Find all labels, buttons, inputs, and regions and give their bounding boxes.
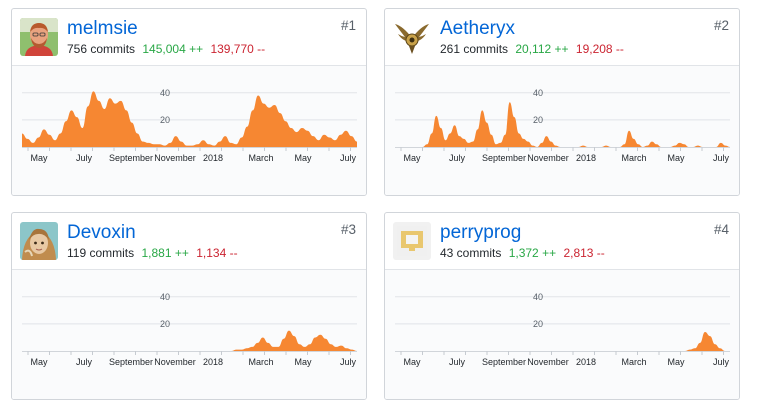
x-tick-label: March <box>248 153 273 163</box>
x-tick-label: 2018 <box>576 357 596 367</box>
y-tick-label: 40 <box>533 292 543 302</box>
commits-area-series <box>22 330 357 351</box>
contribution-chart: 20 40 May July September November 2018 March May… <box>12 269 366 399</box>
contributor-card: Aetheryx 261 commits 20,112 ++ 19,208 --… <box>384 8 740 196</box>
x-tick-label: May <box>667 153 685 163</box>
commit-count[interactable]: 756 commits <box>67 42 136 56</box>
anime-avatar-icon[interactable] <box>20 222 58 260</box>
y-tick-label: 20 <box>533 319 543 329</box>
x-tick-label: July <box>340 357 357 367</box>
x-tick-label: July <box>449 153 466 163</box>
card-header: melmsie 756 commits 145,004 ++ 139,770 -… <box>12 9 366 65</box>
x-tick-label: September <box>109 153 153 163</box>
y-tick-label: 40 <box>160 88 170 98</box>
x-tick-label: May <box>30 153 48 163</box>
x-tick-label: November <box>527 153 569 163</box>
additions-count: 1,372 ++ <box>508 246 557 260</box>
commit-stats: 43 commits 1,372 ++ 2,813 -- <box>440 246 605 261</box>
x-tick-label: 2018 <box>576 153 596 163</box>
username-link[interactable]: Aetheryx <box>440 18 515 39</box>
winged-emblem-icon[interactable] <box>393 18 431 56</box>
contributor-card: perryprog 43 commits 1,372 ++ 2,813 -- #… <box>384 212 740 400</box>
contribution-chart: 20 40 May July September November 2018 March May… <box>385 65 739 195</box>
x-tick-label: March <box>621 357 646 367</box>
x-tick-label: July <box>340 153 357 163</box>
card-header: Devoxin 119 commits 1,881 ++ 1,134 -- #3 <box>12 213 366 269</box>
x-tick-label: July <box>713 357 730 367</box>
card-header: perryprog 43 commits 1,372 ++ 2,813 -- #… <box>385 213 739 269</box>
x-tick-label: July <box>76 357 93 367</box>
x-tick-label: May <box>294 357 312 367</box>
deletions-count: 2,813 -- <box>563 246 605 260</box>
x-tick-label: May <box>30 357 48 367</box>
commit-stats: 756 commits 145,004 ++ 139,770 -- <box>67 42 265 57</box>
username-link[interactable]: perryprog <box>440 222 522 243</box>
x-tick-label: May <box>294 153 312 163</box>
x-tick-label: September <box>109 357 153 367</box>
deletions-count: 139,770 -- <box>210 42 266 56</box>
commit-stats: 119 commits 1,881 ++ 1,134 -- <box>67 246 238 261</box>
commit-count[interactable]: 43 commits <box>440 246 502 260</box>
rank-label: #1 <box>340 18 356 33</box>
contribution-chart: 20 40 May July September November 2018 March May… <box>385 269 739 399</box>
x-tick-label: May <box>403 357 421 367</box>
y-tick-label: 20 <box>160 115 170 125</box>
commit-count[interactable]: 119 commits <box>67 246 135 260</box>
contribution-chart-svg: 20 40 May July September November 2018 March May… <box>22 88 357 163</box>
contribution-chart: 20 40 May July September November 2018 March May… <box>12 65 366 195</box>
person-avatar-icon[interactable] <box>20 18 58 56</box>
contribution-chart-svg: 20 40 May July September November 2018 March May… <box>22 292 357 367</box>
x-tick-label: November <box>527 357 569 367</box>
x-tick-label: September <box>482 357 526 367</box>
x-tick-label: November <box>154 153 196 163</box>
y-tick-label: 20 <box>160 319 170 329</box>
x-tick-label: July <box>76 153 93 163</box>
contributor-card: Devoxin 119 commits 1,881 ++ 1,134 -- #3… <box>11 212 367 400</box>
commit-count[interactable]: 261 commits <box>440 42 509 56</box>
deletions-count: 19,208 -- <box>575 42 624 56</box>
additions-count: 1,881 ++ <box>141 246 189 260</box>
contribution-chart-svg: 20 40 May July September November 2018 March May… <box>395 88 730 163</box>
x-tick-label: March <box>248 357 273 367</box>
commits-area-series <box>395 102 730 147</box>
x-tick-label: March <box>621 153 646 163</box>
username-link[interactable]: Devoxin <box>67 222 136 243</box>
x-tick-label: May <box>403 153 421 163</box>
deletions-count: 1,134 -- <box>196 246 238 260</box>
additions-count: 20,112 ++ <box>515 42 569 56</box>
x-tick-label: 2018 <box>203 357 223 367</box>
x-tick-label: July <box>713 153 730 163</box>
contributor-card: melmsie 756 commits 145,004 ++ 139,770 -… <box>11 8 367 196</box>
rank-label: #2 <box>713 18 729 33</box>
rank-label: #4 <box>713 222 729 237</box>
y-tick-label: 40 <box>160 292 170 302</box>
card-header: Aetheryx 261 commits 20,112 ++ 19,208 --… <box>385 9 739 65</box>
commits-area-series <box>395 332 730 351</box>
x-tick-label: July <box>449 357 466 367</box>
commit-stats: 261 commits 20,112 ++ 19,208 -- <box>440 42 624 57</box>
y-tick-label: 20 <box>533 115 543 125</box>
x-tick-label: November <box>154 357 196 367</box>
x-tick-label: 2018 <box>203 153 223 163</box>
yellow-frame-avatar-icon[interactable] <box>393 222 431 260</box>
username-link[interactable]: melmsie <box>67 18 138 39</box>
contribution-chart-svg: 20 40 May July September November 2018 March May… <box>395 292 730 367</box>
commits-area-series <box>22 91 357 147</box>
x-tick-label: September <box>482 153 526 163</box>
additions-count: 145,004 ++ <box>142 42 204 56</box>
y-tick-label: 40 <box>533 88 543 98</box>
x-tick-label: May <box>667 357 685 367</box>
rank-label: #3 <box>340 222 356 237</box>
